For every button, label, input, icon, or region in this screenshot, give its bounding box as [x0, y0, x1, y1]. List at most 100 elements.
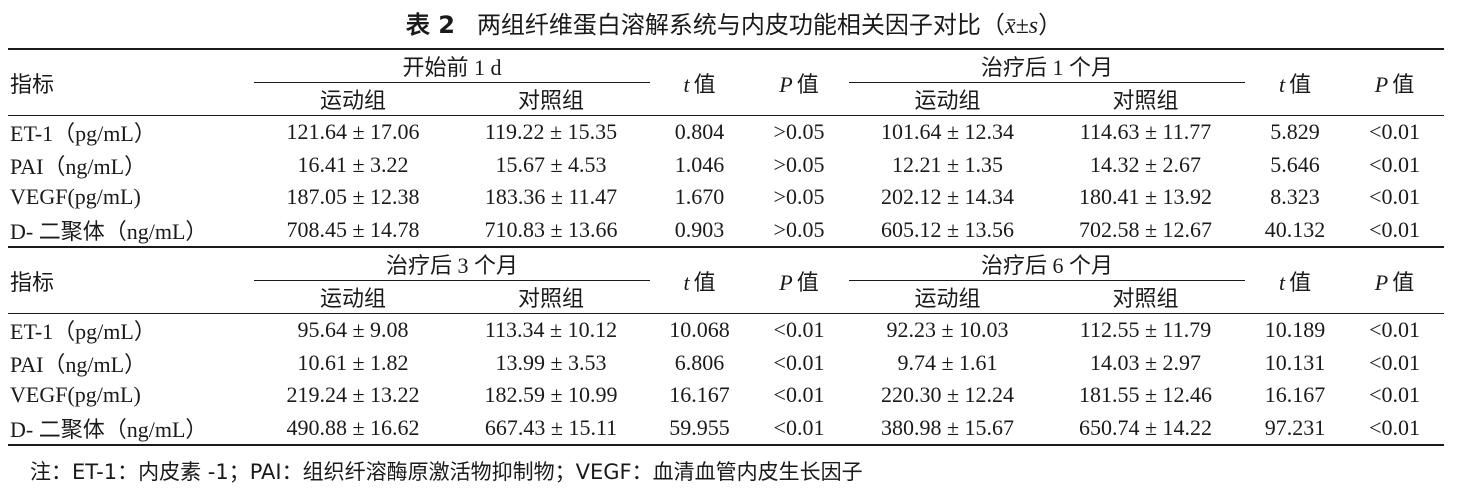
value-a1: 95.64 ± 9.08	[297, 317, 409, 343]
value-p2: <0.01	[1369, 349, 1420, 375]
group-b-header: 对照组	[452, 280, 651, 314]
value-b2: 14.03 ± 2.97	[1089, 349, 1202, 375]
period-header: 开始前 1 d	[254, 48, 651, 83]
t-value-header-suffix: 值	[1289, 270, 1312, 296]
value-b2: 114.63 ± 11.77	[1079, 119, 1212, 145]
p-value-header-suffix: 值	[1392, 270, 1415, 296]
header-row-periods: 指标 开始前 1 d t 值 P 值治疗后 1 个月 t 值 P 值	[8, 48, 1445, 116]
header-row-groups: 运动组 对照组 运动组 对照组	[8, 280, 1444, 314]
group-a-header: 运动组	[254, 82, 452, 116]
value-p1: <0.01	[773, 382, 825, 408]
value-p1: <0.01	[773, 317, 825, 343]
table-row: ET-1（pg/mL） 121.64 ± 17.06 119.22 ± 15.35 0…	[8, 116, 1444, 149]
value-t1: 1.670	[674, 184, 725, 210]
value-b1: 13.99 ± 3.53	[495, 349, 607, 375]
indicator-name: D- 二聚体（ng/mL）	[8, 213, 254, 248]
group-b-header: 对照组	[1046, 280, 1246, 314]
indicator-name: PAI（ng/mL）	[10, 351, 147, 377]
value-a2: 380.98 ± 15.67	[849, 411, 1047, 446]
p-value-header-suffix: 值	[796, 270, 819, 296]
table-row: VEGF(pg/mL) 187.05 ± 12.38 183.36 ± 11.47 1…	[8, 181, 1444, 214]
value-t2: 97.231	[1245, 411, 1346, 446]
value-b1: 15.67 ± 4.53	[495, 151, 607, 177]
group-a-header: 运动组	[849, 82, 1047, 116]
value-b1: 119.22 ± 15.35	[484, 119, 618, 145]
value-p1: >0.05	[773, 151, 825, 177]
indicator-header: 指标	[8, 246, 254, 314]
value-a2: 202.12 ± 14.34	[880, 184, 1015, 210]
value-t2: 5.646	[1270, 151, 1320, 177]
p-value-header-symbol: P	[779, 71, 793, 97]
value-p1: <0.01	[749, 411, 850, 446]
value-t2: 40.132	[1245, 213, 1346, 248]
value-a1: 219.24 ± 13.22	[286, 382, 420, 408]
value-a1: 187.05 ± 12.38	[286, 184, 420, 210]
group-a-header: 运动组	[849, 280, 1047, 314]
value-a2: 9.74 ± 1.61	[897, 349, 998, 375]
comparison-table: 指标 开始前 1 d t 值 P 值治疗后 1 个月 t 值 P 值运动组 对照组 运动组 对照组 ET-…	[8, 48, 1445, 446]
indicator-name: ET-1（pg/mL）	[10, 121, 156, 147]
value-t2: 16.167	[1264, 382, 1326, 408]
table-title-math: x̄±s	[1004, 13, 1039, 39]
indicator-header: 指标	[8, 48, 254, 116]
value-a1: 16.41 ± 3.22	[297, 151, 409, 177]
value-t2: 10.189	[1264, 317, 1326, 343]
value-b1: 182.59 ± 10.99	[484, 382, 618, 408]
t-value-header-symbol: t	[1278, 269, 1286, 295]
value-a1: 708.45 ± 14.78	[254, 213, 452, 248]
group-a-header: 运动组	[254, 280, 452, 314]
value-t1: 0.903	[650, 213, 750, 248]
table-row: VEGF(pg/mL) 219.24 ± 13.22 182.59 ± 10.99 1…	[8, 379, 1444, 412]
period-header: 治疗后 3 个月	[254, 246, 651, 281]
value-b2: 112.55 ± 11.79	[1079, 317, 1212, 343]
value-a1: 121.64 ± 17.06	[286, 119, 420, 145]
table-row: PAI（ng/mL） 16.41 ± 3.22 15.67 ± 4.53 1.046 >…	[8, 149, 1444, 182]
value-p2: <0.01	[1369, 119, 1420, 145]
p-value-header-symbol: P	[1374, 71, 1389, 97]
period-header: 治疗后 1 个月	[849, 48, 1246, 83]
value-b2: 702.58 ± 12.67	[1046, 213, 1246, 248]
value-t2: 10.131	[1264, 349, 1326, 375]
value-b2: 14.32 ± 2.67	[1089, 151, 1202, 177]
indicator-name: VEGF(pg/mL)	[10, 382, 141, 408]
value-t1: 6.806	[674, 349, 725, 375]
table-label: 表 2	[405, 11, 455, 39]
header-row-groups: 运动组 对照组 运动组 对照组	[8, 82, 1444, 116]
period-header: 治疗后 6 个月	[849, 246, 1246, 281]
value-p1: >0.05	[773, 119, 825, 145]
table-row: ET-1（pg/mL） 95.64 ± 9.08 113.34 ± 10.12 10.…	[8, 314, 1444, 347]
value-p2: <0.01	[1345, 213, 1445, 248]
value-b2: 180.41 ± 13.92	[1078, 184, 1213, 210]
value-t1: 10.068	[669, 317, 730, 343]
indicator-name: D- 二聚体（ng/mL）	[8, 411, 254, 446]
value-a1: 490.88 ± 16.62	[254, 411, 452, 446]
value-p2: <0.01	[1369, 184, 1420, 210]
t-value-header-suffix: 值	[693, 270, 716, 296]
value-a2: 605.12 ± 13.56	[849, 213, 1047, 248]
table-title: 表 2 两组纤维蛋白溶解系统与内皮功能相关因子对比（x̄±s）	[0, 10, 1468, 41]
value-t1: 1.046	[674, 151, 725, 177]
t-value-header-symbol: t	[683, 269, 690, 295]
table-footnote: 注：ET-1：内皮素 -1；PAI：组织纤溶酶原激活物抑制物；VEGF：血清血管…	[30, 460, 863, 484]
t-value-header-symbol: t	[1278, 71, 1286, 97]
value-a2: 92.23 ± 10.03	[886, 317, 1009, 343]
value-p1: >0.05	[749, 213, 850, 248]
value-b1: 667.43 ± 15.11	[452, 411, 651, 446]
value-t1: 0.804	[674, 119, 725, 145]
indicator-name: PAI（ng/mL）	[10, 153, 147, 179]
value-p2: <0.01	[1369, 317, 1420, 343]
value-a2: 220.30 ± 12.24	[880, 382, 1015, 408]
p-value-header-symbol: P	[1374, 269, 1389, 295]
group-b-header: 对照组	[452, 82, 651, 116]
value-p2: <0.01	[1345, 411, 1445, 446]
value-t1: 16.167	[669, 382, 730, 408]
